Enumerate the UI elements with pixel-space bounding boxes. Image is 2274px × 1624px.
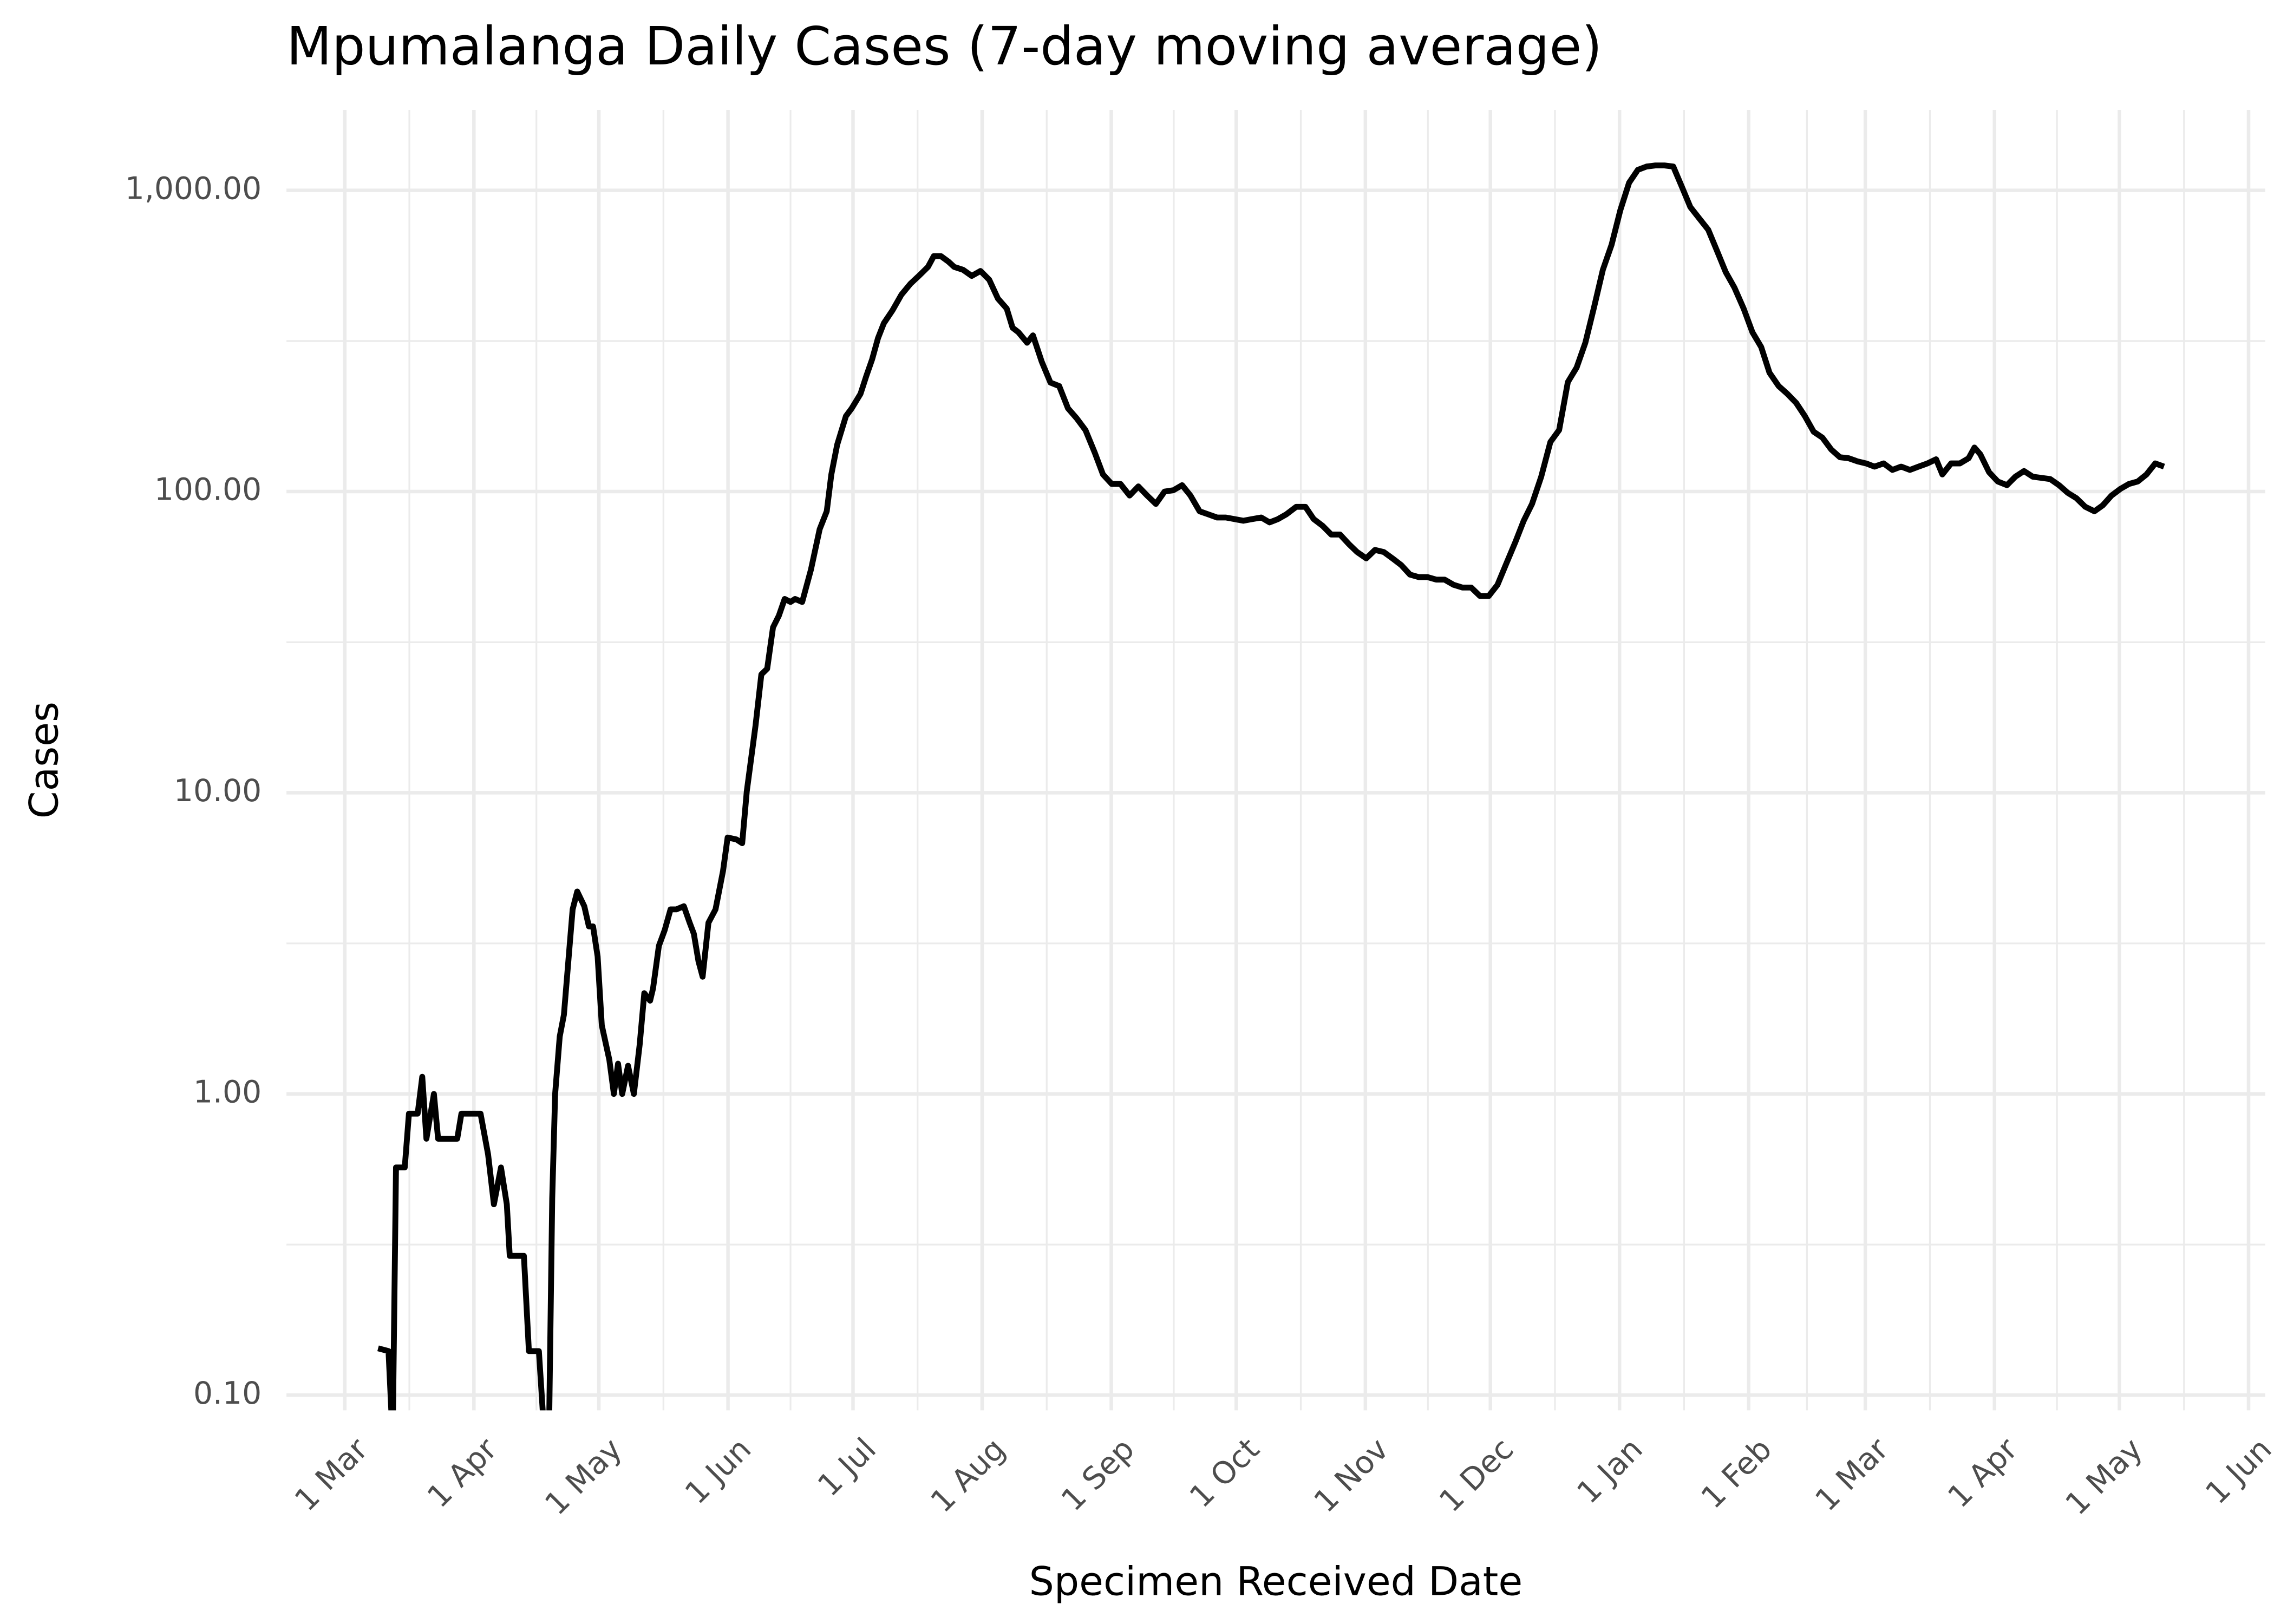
grid (286, 110, 2265, 1411)
y-tick-label: 1.00 (193, 1074, 262, 1110)
x-tick-label: 1 Jul (811, 1431, 883, 1503)
x-axis-title: Specimen Received Date (1029, 1559, 1523, 1605)
x-tick-label: 1 Dec (1433, 1431, 1520, 1519)
y-axis-title: Cases (21, 702, 67, 818)
y-tick-label: 1,000.00 (125, 171, 262, 206)
x-tick-label: 1 Jun (678, 1431, 759, 1511)
chart-title: Mpumalanga Daily Cases (7-day moving ave… (286, 16, 1602, 77)
labels: 0.10 1.00 10.00 100.00 1,000.00 1 Mar 1 Apr 1 M… (125, 171, 2274, 1522)
y-tick-label: 10.00 (174, 773, 262, 809)
x-tick-label: 1 Jan (1570, 1431, 1650, 1511)
x-tick-label: 1 Jun (2199, 1431, 2274, 1511)
plot-area (377, 162, 2165, 1411)
y-tick-label: 100.00 (154, 472, 262, 508)
x-tick-label: 1 Mar (288, 1431, 375, 1518)
x-tick-label: 1 May (2059, 1431, 2149, 1522)
x-tick-label: 1 Oct (1183, 1431, 1266, 1515)
x-tick-label: 1 Nov (1307, 1431, 1395, 1520)
line (377, 162, 2165, 1411)
x-tick-label: 1 Sep (1055, 1431, 1141, 1518)
y-tick-label: 0.10 (193, 1376, 262, 1411)
x-tick-label: 1 Feb (1694, 1431, 1779, 1516)
x-tick-label: 1 May (538, 1431, 629, 1522)
x-tick-label: 1 Aug (924, 1431, 1012, 1520)
x-tick-label: 1 Mar (1808, 1431, 1896, 1518)
x-tick-label: 1 Apr (1941, 1431, 2025, 1515)
x-tick-label: 1 Apr (421, 1431, 505, 1515)
